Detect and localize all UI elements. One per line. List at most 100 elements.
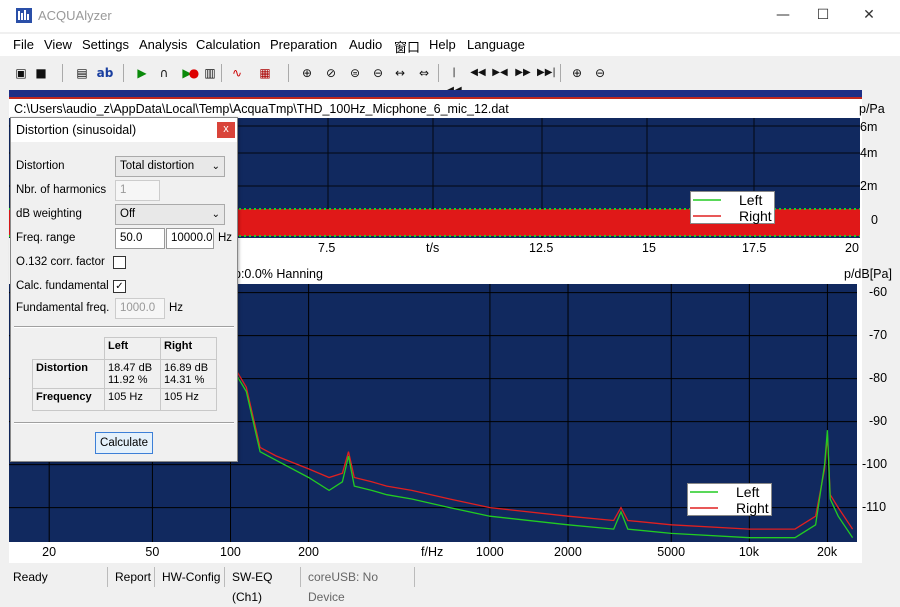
calculate-button[interactable]: Calculate bbox=[95, 432, 153, 454]
status-sw-eq[interactable]: SW-EQ (Ch1) bbox=[228, 567, 301, 604]
legend-right: Right bbox=[736, 500, 769, 516]
file-path: C:\Users\audio_z\AppData\Local\Temp\Acqu… bbox=[14, 102, 509, 116]
col-left: Left bbox=[104, 337, 161, 360]
menu-calculation[interactable]: Calculation bbox=[196, 37, 261, 52]
play-icon[interactable]: ▶ bbox=[137, 66, 147, 80]
harmonics-field[interactable]: 1 bbox=[115, 180, 160, 201]
spectrum-x-tick: 20k bbox=[816, 545, 838, 559]
ab-icon[interactable]: ab bbox=[96, 66, 114, 80]
window-title: ACQUAlyzer bbox=[38, 8, 112, 23]
o132-checkbox[interactable] bbox=[113, 256, 126, 269]
menu-language[interactable]: Language bbox=[467, 37, 525, 52]
center-icon[interactable]: ▶◀ bbox=[492, 67, 508, 78]
freq-right: 105 Hz bbox=[160, 388, 217, 411]
next-icon[interactable]: ▶▶ bbox=[515, 67, 531, 78]
dialog-title-bar[interactable]: Distortion (sinusoidal) x bbox=[11, 118, 237, 142]
spectrum-y-tick: -110 bbox=[862, 499, 887, 514]
prev-icon[interactable]: ◀◀ bbox=[470, 67, 486, 78]
zoom-x-icon[interactable]: ⊘ bbox=[325, 66, 337, 80]
menu-view[interactable]: View bbox=[44, 37, 72, 52]
play-record-icon[interactable]: ▶ bbox=[182, 66, 192, 80]
freq-range-label: Freq. range bbox=[16, 232, 76, 244]
analysis-info: p:0.0% Hanning bbox=[234, 267, 323, 281]
chevron-down-icon: ⌄ bbox=[211, 161, 220, 172]
y-tick: 0 bbox=[871, 213, 878, 227]
abacus-icon[interactable]: ▦ bbox=[259, 66, 271, 80]
status-usb: coreUSB: No Device bbox=[304, 567, 415, 604]
clipboard-icon[interactable]: ▥ bbox=[204, 66, 216, 80]
overview-strip[interactable] bbox=[9, 90, 862, 99]
menu-window[interactable]: 窗口 bbox=[394, 40, 421, 55]
spectrum-y-tick: -60 bbox=[869, 284, 888, 299]
menu-file[interactable]: File bbox=[13, 37, 34, 52]
menu-settings[interactable]: Settings bbox=[82, 37, 129, 52]
x-axis-label: t/s bbox=[426, 241, 440, 255]
x-tick: 20 bbox=[845, 241, 859, 255]
fit-width-icon[interactable]: ↔ bbox=[394, 66, 406, 80]
spectrum-x-tick: 100 bbox=[220, 545, 241, 559]
open-icon[interactable]: ▣ bbox=[15, 66, 27, 80]
x-tick: 15 bbox=[642, 241, 656, 255]
x-tick: 17.5 bbox=[742, 241, 767, 255]
spectrum-x-tick: 20 bbox=[42, 545, 57, 559]
zoom-y-out-icon[interactable]: ⊖ bbox=[594, 66, 606, 80]
headphone-icon[interactable]: ∩ bbox=[159, 66, 169, 80]
calc-fund-checkbox[interactable]: ✓ bbox=[113, 280, 126, 293]
zoom-in-icon[interactable]: ⊕ bbox=[301, 66, 313, 80]
dialog-close-button[interactable]: x bbox=[217, 122, 235, 138]
x-tick: 12.5 bbox=[529, 241, 554, 255]
curve-icon[interactable]: ∿ bbox=[231, 66, 243, 80]
weighting-select-value: Off bbox=[120, 208, 136, 220]
title-bar: ACQUAlyzer — ☐ ✕ bbox=[0, 0, 900, 32]
dist-right: 16.89 dB 14.31 % bbox=[160, 359, 217, 389]
col-right: Right bbox=[160, 337, 217, 360]
zoom-y-icon[interactable]: ⊜ bbox=[349, 66, 361, 80]
divider bbox=[14, 326, 234, 328]
bottom-chart-unit: p/dB[Pa] bbox=[844, 267, 892, 281]
status-hw-config[interactable]: HW-Config bbox=[158, 567, 225, 587]
maximize-button[interactable]: ☐ bbox=[816, 7, 830, 23]
zoom-out-icon[interactable]: ⊖ bbox=[372, 66, 384, 80]
zoom-y-in-icon[interactable]: ⊕ bbox=[571, 66, 583, 80]
legend-left: Left bbox=[739, 192, 763, 208]
spectrum-x-axis-label: f/Hz bbox=[421, 545, 444, 559]
menu-audio[interactable]: Audio bbox=[349, 37, 383, 52]
status-report[interactable]: Report bbox=[111, 567, 155, 587]
fund-freq-field[interactable]: 1000.0 bbox=[115, 298, 165, 319]
freq-left: 105 Hz bbox=[104, 388, 161, 411]
window-icon[interactable]: ▤ bbox=[76, 66, 88, 80]
freq-to-field[interactable]: 10000.0 bbox=[166, 228, 214, 249]
spectrum-y-tick: -70 bbox=[869, 327, 888, 342]
menu-bar: File View Settings Analysis Calculation … bbox=[0, 34, 900, 56]
record-icon[interactable]: ● bbox=[188, 66, 200, 80]
first-icon[interactable]: |◀◀ bbox=[446, 67, 461, 96]
spectrum-x-tick: 10k bbox=[738, 545, 759, 559]
fund-freq-label: Fundamental freq. bbox=[16, 302, 110, 314]
freq-from-field[interactable]: 50.0 bbox=[115, 228, 165, 249]
menu-analysis[interactable]: Analysis bbox=[139, 37, 188, 52]
menu-preparation[interactable]: Preparation bbox=[270, 37, 338, 52]
weighting-label: dB weighting bbox=[16, 208, 82, 220]
row-frequency: Frequency bbox=[32, 388, 105, 411]
status-ready: Ready bbox=[9, 567, 108, 587]
minimize-button[interactable]: — bbox=[776, 7, 790, 23]
fund-unit: Hz bbox=[169, 302, 184, 314]
divider bbox=[14, 422, 234, 424]
save-icon[interactable]: ■ bbox=[35, 66, 47, 80]
freq-unit: Hz bbox=[218, 232, 233, 244]
chevron-down-icon: ⌄ bbox=[211, 209, 220, 220]
o132-label: O.132 corr. factor bbox=[16, 256, 105, 268]
last-icon[interactable]: ▶▶| bbox=[537, 67, 556, 78]
spectrum-y-tick: -90 bbox=[869, 413, 888, 428]
time-legend: Left Right bbox=[690, 191, 775, 224]
fit-all-icon[interactable]: ⇔ bbox=[418, 66, 430, 80]
distortion-select[interactable]: Total distortion ⌄ bbox=[115, 156, 225, 177]
y-tick: 4m bbox=[860, 146, 878, 160]
close-window-button[interactable]: ✕ bbox=[863, 7, 875, 23]
spectrum-x-tick: 1000 bbox=[475, 545, 504, 559]
app-logo-icon bbox=[16, 8, 32, 23]
calc-fund-label: Calc. fundamental bbox=[16, 280, 109, 292]
menu-help[interactable]: Help bbox=[429, 37, 456, 52]
weighting-select[interactable]: Off ⌄ bbox=[115, 204, 225, 225]
top-chart-unit: p/Pa bbox=[859, 102, 885, 116]
